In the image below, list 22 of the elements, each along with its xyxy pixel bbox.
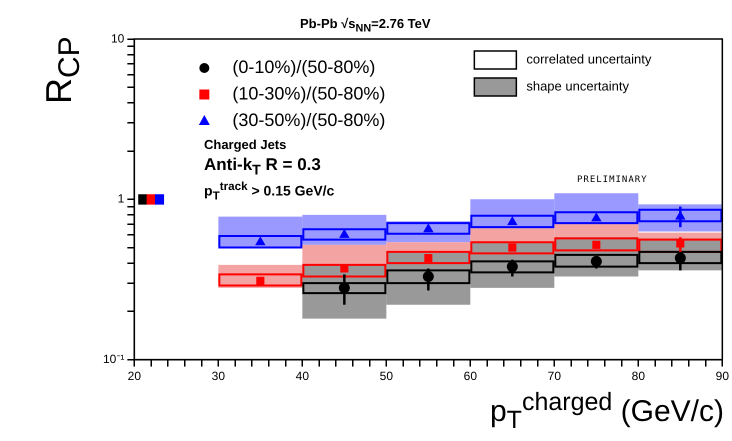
x-tick-label: 50 [380, 369, 394, 384]
x-tick-label: 40 [296, 369, 310, 384]
x-tick-label: 80 [632, 369, 646, 384]
x-tick-label: 20 [128, 369, 142, 384]
x-axis-title: p$_{T}$$^{charged}$ (GeV/c) [490, 388, 724, 435]
x-tick-label: 60 [464, 369, 478, 384]
annotation: p$_{T}$$^{track}$ > 0.15 GeV/c [204, 180, 334, 202]
x-tick-label: 90 [716, 369, 730, 384]
annotation: Anti-k$_{T}$ R = 0.3 [204, 155, 321, 178]
legend-label: correlated uncertainty [526, 52, 652, 67]
x-tick-label: 30 [212, 369, 226, 384]
x-tick-label: 70 [548, 369, 562, 384]
y-tick-label: 1 [118, 192, 125, 206]
y-tick-label: 10⁻¹ [103, 352, 124, 366]
chart-title: Pb-Pb √s$_{NN}$=2.76 TeV [300, 16, 431, 35]
legend-label: shape uncertainty [526, 78, 630, 94]
annotation: Charged Jets [204, 137, 286, 152]
annotation: PRELIMINARY [577, 175, 648, 185]
legend-label: (0-10%)/(50-80%) [232, 56, 376, 77]
legend-label: (30-50%)/(50-80%) [232, 110, 386, 130]
legend-label: (10-30%)/(50-80%) [232, 83, 386, 104]
y-tick-label: 10 [110, 31, 125, 46]
